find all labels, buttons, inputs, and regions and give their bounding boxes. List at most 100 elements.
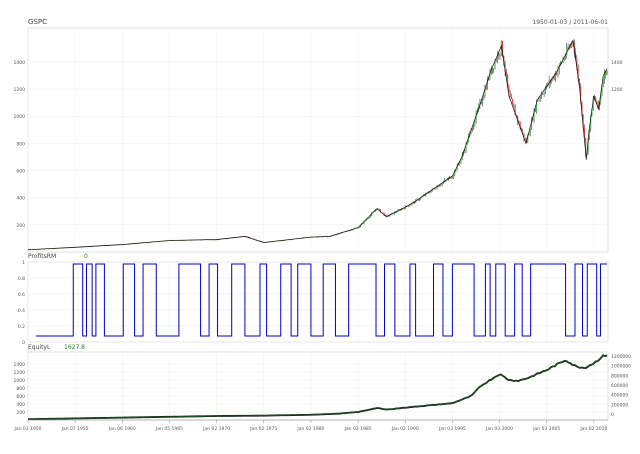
price-candle-398 — [528, 133, 530, 136]
x-tick-label-8: Jan 02 1990 — [391, 426, 419, 432]
x-tick-label-3: Jan 05 1965 — [155, 426, 183, 432]
price-candle-457 — [602, 79, 604, 87]
profits-title: ProfitsRM — [28, 253, 56, 260]
price-close-line — [27, 39, 608, 251]
price-candle-419 — [554, 73, 556, 79]
price-candle-208 — [289, 239, 291, 241]
price-candle-437 — [577, 66, 579, 80]
price-candle-258 — [352, 229, 354, 231]
price-candle-144 — [208, 239, 210, 241]
price-candle-257 — [350, 229, 353, 231]
price-candle-373 — [496, 53, 499, 61]
equity-y-axis: 200 400 600 800 1000 1200 1400 — [14, 362, 26, 416]
price-series — [27, 39, 608, 251]
price-candle-323 — [434, 188, 436, 190]
price-candle-42 — [80, 246, 82, 248]
profits-frame — [27, 261, 609, 343]
price-candle-74 — [120, 244, 122, 246]
price-y-tick-1: 400 — [16, 196, 25, 202]
price-candle-383 — [509, 92, 511, 98]
price-candle-105 — [159, 241, 161, 242]
price-candle-372 — [495, 60, 497, 62]
price-candle-418 — [553, 76, 555, 79]
price-candle-404 — [536, 101, 538, 112]
price-candle-264 — [359, 224, 361, 227]
price-candle-386 — [513, 103, 515, 108]
price-candle-460 — [606, 70, 608, 75]
price-candle-157 — [225, 238, 227, 240]
equity-y-tick-3: 800 — [16, 386, 25, 392]
price-candle-421 — [557, 70, 559, 75]
price-candle-402 — [533, 109, 535, 121]
price-candle-364 — [485, 88, 487, 90]
price-candle-272 — [369, 215, 371, 218]
price-candle-368 — [490, 69, 492, 74]
price-candle-361 — [481, 100, 483, 104]
price-candle-296 — [400, 209, 402, 211]
price-candle-319 — [429, 192, 431, 194]
price-candle-110 — [165, 240, 168, 242]
price-candle-325 — [436, 186, 438, 189]
equity-right-tick-2: 400000 — [611, 393, 628, 399]
x-tick-label-0: Jan 03 1950 — [14, 426, 42, 432]
price-candle-363 — [484, 88, 486, 97]
price-candle-97 — [149, 242, 151, 243]
price-candle-370 — [493, 68, 495, 69]
price-candle-340 — [455, 170, 457, 171]
price-candle-271 — [368, 217, 370, 219]
price-candle-244 — [334, 234, 336, 236]
price-candle-282 — [382, 212, 384, 214]
price-candle-120 — [178, 240, 180, 242]
price-candle-374 — [498, 53, 500, 56]
price-candle-43 — [81, 246, 83, 248]
price-candle-399 — [529, 129, 531, 134]
equity-right-tick-6: 1200000 — [611, 354, 631, 360]
price-candle-436 — [576, 59, 578, 67]
price-candle-344 — [460, 158, 462, 163]
price-candle-423 — [559, 63, 562, 65]
price-candle-64 — [108, 245, 110, 247]
profits-y-tick-0: 0 — [22, 340, 25, 346]
price-candle-438 — [578, 79, 580, 86]
price-candle-408 — [541, 94, 543, 98]
price-title: GSPC — [28, 18, 47, 26]
profits-series — [36, 263, 608, 337]
profits-value: 0 — [84, 253, 88, 260]
price-candle-201 — [280, 240, 282, 242]
price-candle-354 — [473, 125, 475, 130]
profits-panel: 0 0.2 0.4 0.6 0.8 1 ProfitsRM 0 — [18, 253, 609, 346]
x-tick-label-9: Jan 03 1995 — [438, 426, 466, 432]
x-tick-label-7: Jan 03 1985 — [344, 426, 372, 432]
price-candle-391 — [519, 122, 521, 129]
price-right-tick-1: 1400 — [611, 60, 623, 66]
price-candle-148 — [213, 239, 215, 241]
price-candle-360 — [480, 101, 482, 104]
price-candle-123 — [182, 240, 184, 242]
price-candle-448 — [591, 108, 593, 116]
equity-right-tick-4: 800000 — [611, 373, 628, 379]
price-candle-384 — [510, 97, 512, 100]
price-candle-393 — [522, 130, 524, 134]
profits-y-tick-3: 0.6 — [18, 292, 25, 298]
price-candle-46 — [85, 246, 87, 248]
price-y-tick-3: 800 — [16, 141, 25, 147]
price-candle-403 — [534, 109, 536, 112]
equity-value: 1627.8 — [64, 344, 85, 351]
price-frame — [27, 27, 609, 253]
price-candle-51 — [91, 246, 93, 247]
price-candle-75 — [121, 244, 123, 246]
price-candle-377 — [502, 41, 504, 57]
profits-y-axis: 0 0.2 0.4 0.6 0.8 1 — [18, 260, 25, 346]
x-tick-label-4: Jan 02 1970 — [202, 426, 230, 432]
equity-line — [27, 354, 608, 420]
price-candle-7 — [36, 249, 38, 250]
price-candle-455 — [600, 95, 602, 103]
price-candle-0 — [27, 249, 29, 251]
price-candle-254 — [347, 231, 349, 232]
price-candle-385 — [512, 99, 514, 104]
price-candle-303 — [408, 205, 410, 207]
equity-y-tick-1: 400 — [16, 402, 25, 408]
equity-gridlines — [27, 351, 609, 421]
price-candle-202 — [281, 240, 283, 242]
price-gridlines — [27, 27, 609, 253]
